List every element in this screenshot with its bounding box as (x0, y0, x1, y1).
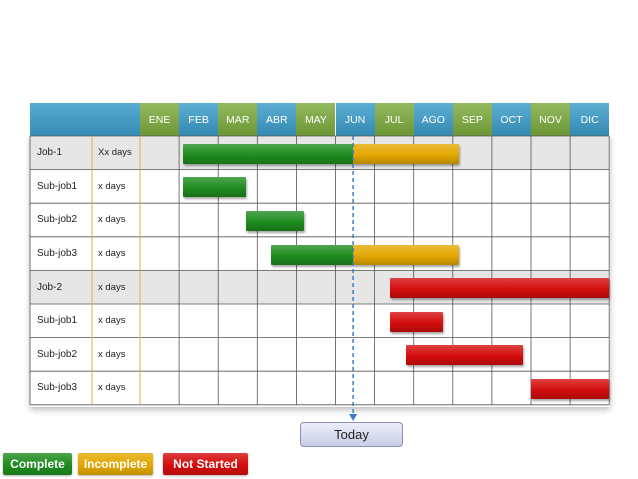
row-duration: x days (98, 214, 126, 226)
today-arrow (349, 414, 358, 421)
month-header-dic: DIC (570, 103, 610, 136)
month-header-abr: ABR (257, 103, 297, 136)
row-label: Sub-job1 (37, 180, 78, 192)
row-label: Sub-job1 (37, 315, 78, 327)
row-label: Sub-job2 (37, 348, 78, 360)
month-header-ene: ENE (140, 103, 180, 136)
row-duration: x days (98, 382, 126, 394)
table-row (30, 304, 610, 338)
row-label: Sub-job3 (37, 248, 78, 260)
legend-item-incomplete: Incomplete (78, 453, 153, 475)
row-label: Job-2 (37, 281, 63, 293)
row-duration: x days (98, 180, 126, 192)
month-header-nov: NOV (531, 103, 571, 136)
row-duration: Xx days (98, 147, 132, 159)
month-header-may: MAY (296, 103, 336, 136)
row-duration: x days (98, 348, 126, 360)
today-label: Today (300, 422, 403, 447)
task-bar-not-started (390, 278, 610, 299)
month-header-feb: FEB (179, 103, 219, 136)
task-bar-not-started (390, 311, 444, 332)
row-label: Sub-job2 (37, 214, 78, 226)
month-header-mar: MAR (218, 103, 258, 136)
month-header-oct: OCT (491, 103, 531, 136)
table-row (30, 203, 610, 237)
task-bar-complete (245, 211, 305, 231)
month-header-ago: AGO (413, 103, 453, 136)
legend-item-not-started: Not Started (163, 453, 248, 475)
row-label: Sub-job3 (37, 382, 78, 394)
row-duration: x days (98, 315, 126, 327)
legend-item-complete: Complete (3, 453, 72, 475)
row-label: Job-1 (37, 147, 63, 159)
task-bar-not-started (531, 379, 610, 399)
row-duration: x days (98, 281, 126, 293)
month-header-jul: JUL (374, 103, 414, 136)
task-bar-complete (183, 177, 246, 198)
table-row (30, 169, 610, 204)
task-bar-complete (183, 143, 354, 164)
task-bar-incomplete (353, 244, 459, 265)
today-text: Today (334, 427, 369, 442)
header-corner (30, 103, 140, 136)
task-bar-not-started (405, 345, 524, 366)
task-bar-incomplete (353, 143, 459, 164)
task-bar-complete (270, 244, 354, 265)
row-duration: x days (98, 248, 126, 260)
month-header-sep: SEP (452, 103, 492, 136)
month-header-jun: JUN (335, 103, 375, 136)
table-row (30, 371, 610, 405)
